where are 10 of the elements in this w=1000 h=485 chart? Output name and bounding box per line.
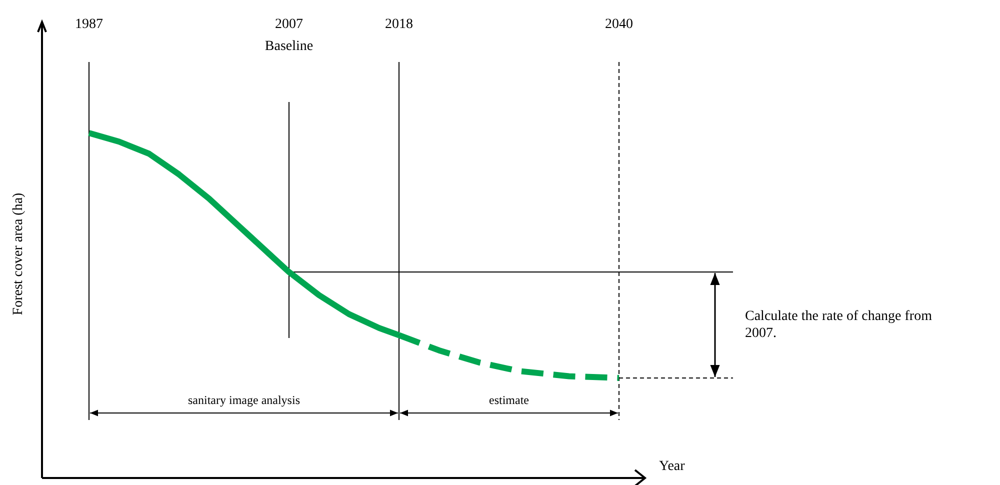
annotation: estimate	[489, 393, 529, 407]
x-tick-label: 1987	[75, 17, 103, 32]
text: Calculate the rate of change from 2007.	[745, 308, 932, 341]
x-tick-label: 2018	[385, 17, 413, 32]
annotation: sanitary image analysis	[188, 393, 300, 407]
x-tick-label: 2040	[605, 17, 633, 32]
y-axis-title: Forest cover area (ha)	[11, 192, 26, 316]
ref-line-label: Baseline	[264, 39, 314, 54]
x-axis-title: Year	[659, 459, 686, 474]
x-tick-label: 2007	[275, 17, 303, 32]
